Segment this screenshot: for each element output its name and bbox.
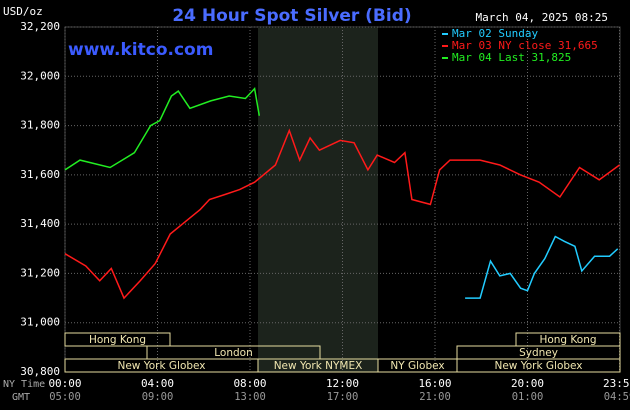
session-label: NY Globex <box>390 360 444 372</box>
gmt-row-label: GMT <box>12 392 30 403</box>
market-hours-shade <box>258 27 378 372</box>
gmt-label: 01:00 <box>512 391 544 403</box>
session-label: New York Globex <box>117 360 205 372</box>
y-tick-label: 32,200 <box>20 20 60 33</box>
gmt-label: 05:00 <box>49 391 81 403</box>
session-label: Hong Kong <box>89 334 146 346</box>
y-tick-label: 32,000 <box>20 69 60 82</box>
series-line <box>64 86 261 171</box>
site-label: www.kitco.com <box>68 40 213 60</box>
y-tick-label: 31,200 <box>20 266 60 279</box>
x-tick-label: 08:00 <box>233 377 266 390</box>
session-label: Sydney <box>519 347 558 359</box>
legend-label: Mar 02 Sunday <box>452 27 538 40</box>
series-line <box>64 128 620 300</box>
y-tick-label: 31,000 <box>20 316 60 329</box>
gmt-label: 21:00 <box>419 391 451 403</box>
legend-label: Mar 03 NY close 31,665 <box>452 39 598 52</box>
session-label: Hong Kong <box>539 334 596 346</box>
gmt-label: 17:00 <box>327 391 359 403</box>
gmt-label: 04:59 <box>604 391 630 403</box>
x-tick-label: 04:00 <box>141 377 174 390</box>
y-tick-label: 31,400 <box>20 217 60 230</box>
x-tick-label: 20:00 <box>511 377 544 390</box>
session-bar <box>64 332 171 347</box>
y-tick-label: 31,600 <box>20 168 60 181</box>
session-label: London <box>214 347 253 359</box>
gmt-label: 09:00 <box>142 391 174 403</box>
session-label: New York NYMEX <box>274 360 363 372</box>
y-tick-label: 30,800 <box>20 365 60 378</box>
x-tick-label: 00:00 <box>48 377 81 390</box>
x-row-label: NY Time <box>3 379 45 390</box>
legend-label: Mar 04 Last 31,825 <box>452 51 571 64</box>
session-bar <box>456 358 621 373</box>
chart-title: 24 Hour Spot Silver (Bid) <box>172 6 411 26</box>
timestamp: March 04, 2025 08:25 <box>476 11 608 24</box>
series-line <box>465 235 619 299</box>
x-tick-label: 12:00 <box>326 377 359 390</box>
x-tick-label: 23:59 <box>603 377 630 390</box>
unit-label: USD/oz <box>3 5 43 18</box>
session-label: New York Globex <box>494 360 582 372</box>
y-tick-label: 31,800 <box>20 119 60 132</box>
gmt-label: 13:00 <box>234 391 266 403</box>
x-tick-label: 16:00 <box>418 377 451 390</box>
